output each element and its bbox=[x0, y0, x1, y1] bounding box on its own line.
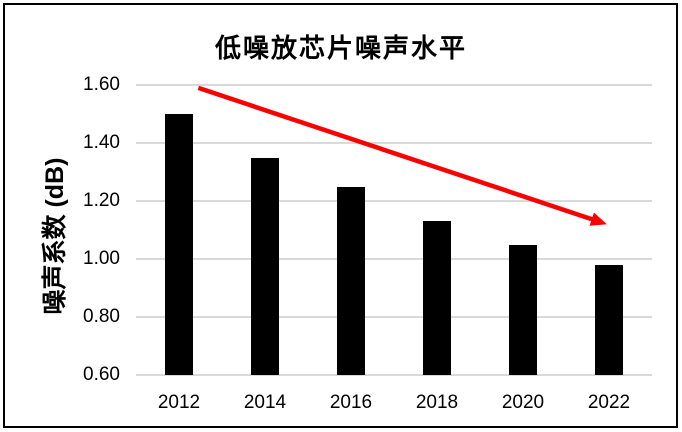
chart-title: 低噪放芯片噪声水平 bbox=[214, 33, 467, 63]
y-tick-label: 0.60 bbox=[83, 364, 120, 385]
gridline bbox=[136, 316, 652, 318]
gridline bbox=[136, 200, 652, 202]
x-tick-label: 2020 bbox=[501, 392, 545, 413]
gridline bbox=[136, 142, 652, 144]
bar-2018 bbox=[423, 221, 451, 375]
y-tick-label: 1.20 bbox=[83, 190, 120, 211]
bar-2012 bbox=[165, 114, 193, 375]
bar-2020 bbox=[509, 244, 537, 375]
gridline bbox=[136, 258, 652, 260]
x-tick-label: 2018 bbox=[415, 392, 459, 413]
bar-2016 bbox=[337, 186, 365, 375]
y-tick-label: 0.80 bbox=[83, 306, 120, 327]
x-tick-label: 2012 bbox=[157, 392, 201, 413]
gridline bbox=[136, 374, 652, 376]
x-tick-label: 2016 bbox=[329, 392, 373, 413]
bar-2014 bbox=[251, 157, 279, 375]
x-tick-label: 2014 bbox=[243, 392, 287, 413]
y-tick-label: 1.00 bbox=[83, 248, 120, 269]
y-tick-label: 1.40 bbox=[83, 132, 120, 153]
y-tick-label: 1.60 bbox=[83, 74, 120, 95]
bar-2022 bbox=[595, 264, 623, 375]
gridline bbox=[136, 84, 652, 86]
x-tick-label: 2022 bbox=[587, 392, 631, 413]
y-axis-title: 噪声系数 (dB) bbox=[41, 157, 69, 315]
